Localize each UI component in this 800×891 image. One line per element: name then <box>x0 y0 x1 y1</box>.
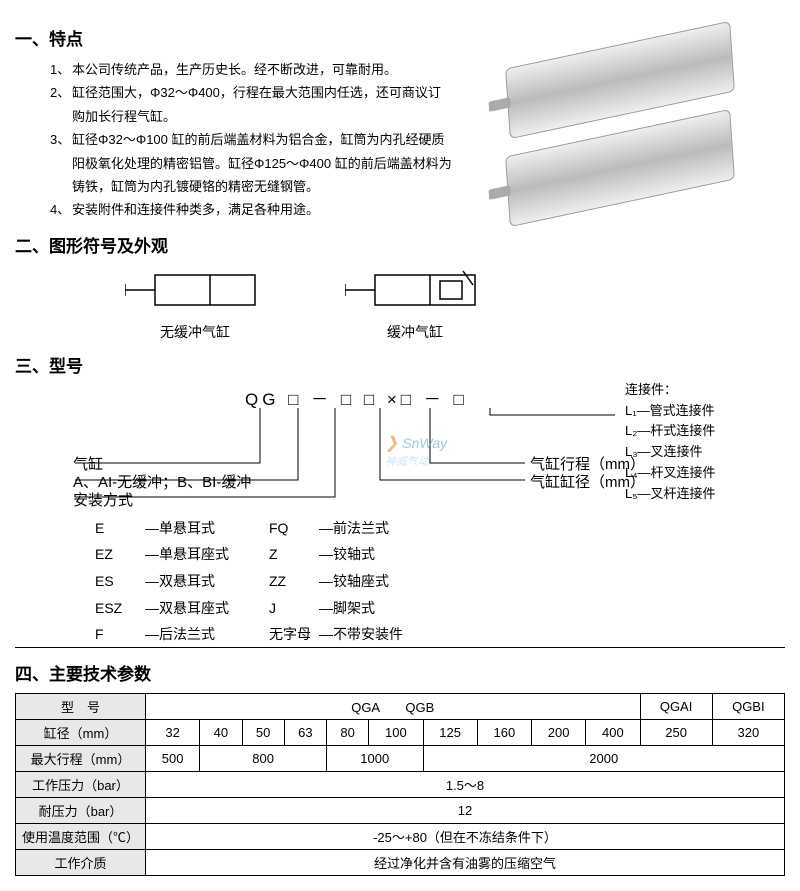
cell: 40 <box>200 719 242 745</box>
watermark-text: SnWay <box>402 435 447 451</box>
cell: 12 <box>146 797 785 823</box>
watermark: ❯ SnWay 神威气动 <box>385 433 447 469</box>
symbol-cushion-label: 缓冲气缸 <box>345 322 485 342</box>
cell: 400 <box>586 719 640 745</box>
row-header: 工作介质 <box>16 849 146 875</box>
feat-num: 1、 <box>50 58 72 81</box>
cell: 320 <box>712 719 784 745</box>
section-3-title: 三、型号 <box>15 352 785 377</box>
cell: 250 <box>640 719 712 745</box>
connector-list: 连接件： L₁—管式连接件 L₂—杆式连接件 L₃—叉连接件 L₄—杆叉连接件 … <box>625 380 716 505</box>
row-header: 工作压力（bar） <box>16 771 146 797</box>
connector-item: L₁—管式连接件 <box>625 401 716 422</box>
cell: QGBI <box>712 693 784 719</box>
symbol-cushion-icon <box>345 267 485 313</box>
cell: 经过净化并含有油雾的压缩空气 <box>146 849 785 875</box>
row-header: 耐压力（bar） <box>16 797 146 823</box>
connector-title: 连接件： <box>625 380 716 401</box>
connector-item: L₄—杆叉连接件 <box>625 463 716 484</box>
mount-code: EZ <box>95 541 145 568</box>
mount-desc: —前法兰式 <box>319 515 389 542</box>
feat-num: 3、 <box>50 128 72 198</box>
cell: QGAI <box>640 693 712 719</box>
table-row: 使用温度范围（℃） -25～+80（但在不冻结条件下） <box>16 823 785 849</box>
mount-code: F <box>95 621 145 648</box>
cell: 200 <box>532 719 586 745</box>
symbol-cushion: 缓冲气缸 <box>345 267 485 342</box>
symbol-no-cushion: 无缓冲气缸 <box>125 267 265 342</box>
cell: 800 <box>200 745 327 771</box>
mount-desc: —铰轴座式 <box>319 568 389 595</box>
cell: 125 <box>423 719 477 745</box>
mount-code: J <box>269 595 319 622</box>
connector-item: L₂—杆式连接件 <box>625 421 716 442</box>
symbol-no-cushion-icon <box>125 267 265 313</box>
cell: 100 <box>369 719 423 745</box>
section-4-title: 四、主要技术参数 <box>15 660 785 685</box>
feat-text: 安装附件和连接件种类多，满足各种用途。 <box>72 198 319 221</box>
mount-desc: —单悬耳座式 <box>145 541 229 568</box>
table-row: 工作压力（bar） 1.5～8 <box>16 771 785 797</box>
cell: 1000 <box>327 745 424 771</box>
table-row: 缸径（mm） 32 40 50 63 80 100 125 160 200 40… <box>16 719 785 745</box>
row-header: 型 号 <box>16 693 146 719</box>
model-diagram: QG □ － □ □ ×□ － □ 气缸 A、AI-无缓冲；B、BI-缓冲 安装… <box>15 385 785 635</box>
mount-codes: E—单悬耳式 EZ—单悬耳座式 ES—双悬耳式 ESZ—双悬耳座式 F—后法兰式… <box>95 515 403 648</box>
cell: 160 <box>477 719 531 745</box>
mount-code: ES <box>95 568 145 595</box>
cell: 1.5～8 <box>146 771 785 797</box>
feat-num: 2、 <box>50 81 72 128</box>
cell: 500 <box>146 745 200 771</box>
connector-item: L₅—叉杆连接件 <box>625 484 716 505</box>
cell: 2000 <box>423 745 785 771</box>
cell: 50 <box>242 719 284 745</box>
table-row: 耐压力（bar） 12 <box>16 797 785 823</box>
mount-desc: —脚架式 <box>319 595 375 622</box>
feat-num: 4、 <box>50 198 72 221</box>
mount-desc: —后法兰式 <box>145 621 215 648</box>
label-mount: 安装方式 <box>73 489 133 510</box>
cell: -25～+80（但在不冻结条件下） <box>146 823 785 849</box>
mount-code: 无字母 <box>269 621 319 648</box>
spec-table: 型 号 QGA QGB QGAI QGBI 缸径（mm） 32 40 50 63… <box>15 693 785 876</box>
watermark-sub: 神威气动 <box>385 453 447 469</box>
mount-desc: —单悬耳式 <box>145 515 215 542</box>
mount-code: E <box>95 515 145 542</box>
mount-desc: —双悬耳座式 <box>145 595 229 622</box>
mount-code: FQ <box>269 515 319 542</box>
row-header: 缸径（mm） <box>16 719 146 745</box>
feat-text: 缸径范围大，Φ32～Φ400，行程在最大范围内任选，还可商议订购加长行程气缸。 <box>72 81 452 128</box>
mount-code: Z <box>269 541 319 568</box>
symbols-row: 无缓冲气缸 缓冲气缸 <box>125 267 785 342</box>
cell: QGA QGB <box>146 693 641 719</box>
product-images <box>505 45 755 221</box>
cell: 63 <box>284 719 326 745</box>
mount-code: ESZ <box>95 595 145 622</box>
row-header: 最大行程（mm） <box>16 745 146 771</box>
symbol-no-cushion-label: 无缓冲气缸 <box>125 322 265 342</box>
table-row: 最大行程（mm） 500 800 1000 2000 <box>16 745 785 771</box>
section-2-title: 二、图形符号及外观 <box>15 232 785 257</box>
flame-icon: ❯ <box>385 435 398 452</box>
mount-desc: —双悬耳式 <box>145 568 215 595</box>
row-header: 使用温度范围（℃） <box>16 823 146 849</box>
table-row: 工作介质 经过净化并含有油雾的压缩空气 <box>16 849 785 875</box>
mount-code: ZZ <box>269 568 319 595</box>
mount-desc: —铰轴式 <box>319 541 375 568</box>
feat-text: 本公司传统产品，生产历史长。经不断改进，可靠耐用。 <box>72 58 397 81</box>
cell: 80 <box>327 719 369 745</box>
connector-item: L₃—叉连接件 <box>625 442 716 463</box>
cell: 32 <box>146 719 200 745</box>
table-row: 型 号 QGA QGB QGAI QGBI <box>16 693 785 719</box>
mount-desc: —不带安装件 <box>319 621 403 648</box>
feat-text: 缸径Φ32～Φ100 缸的前后端盖材料为铝合金，缸筒为内孔经硬质阳极氧化处理的精… <box>72 128 452 198</box>
